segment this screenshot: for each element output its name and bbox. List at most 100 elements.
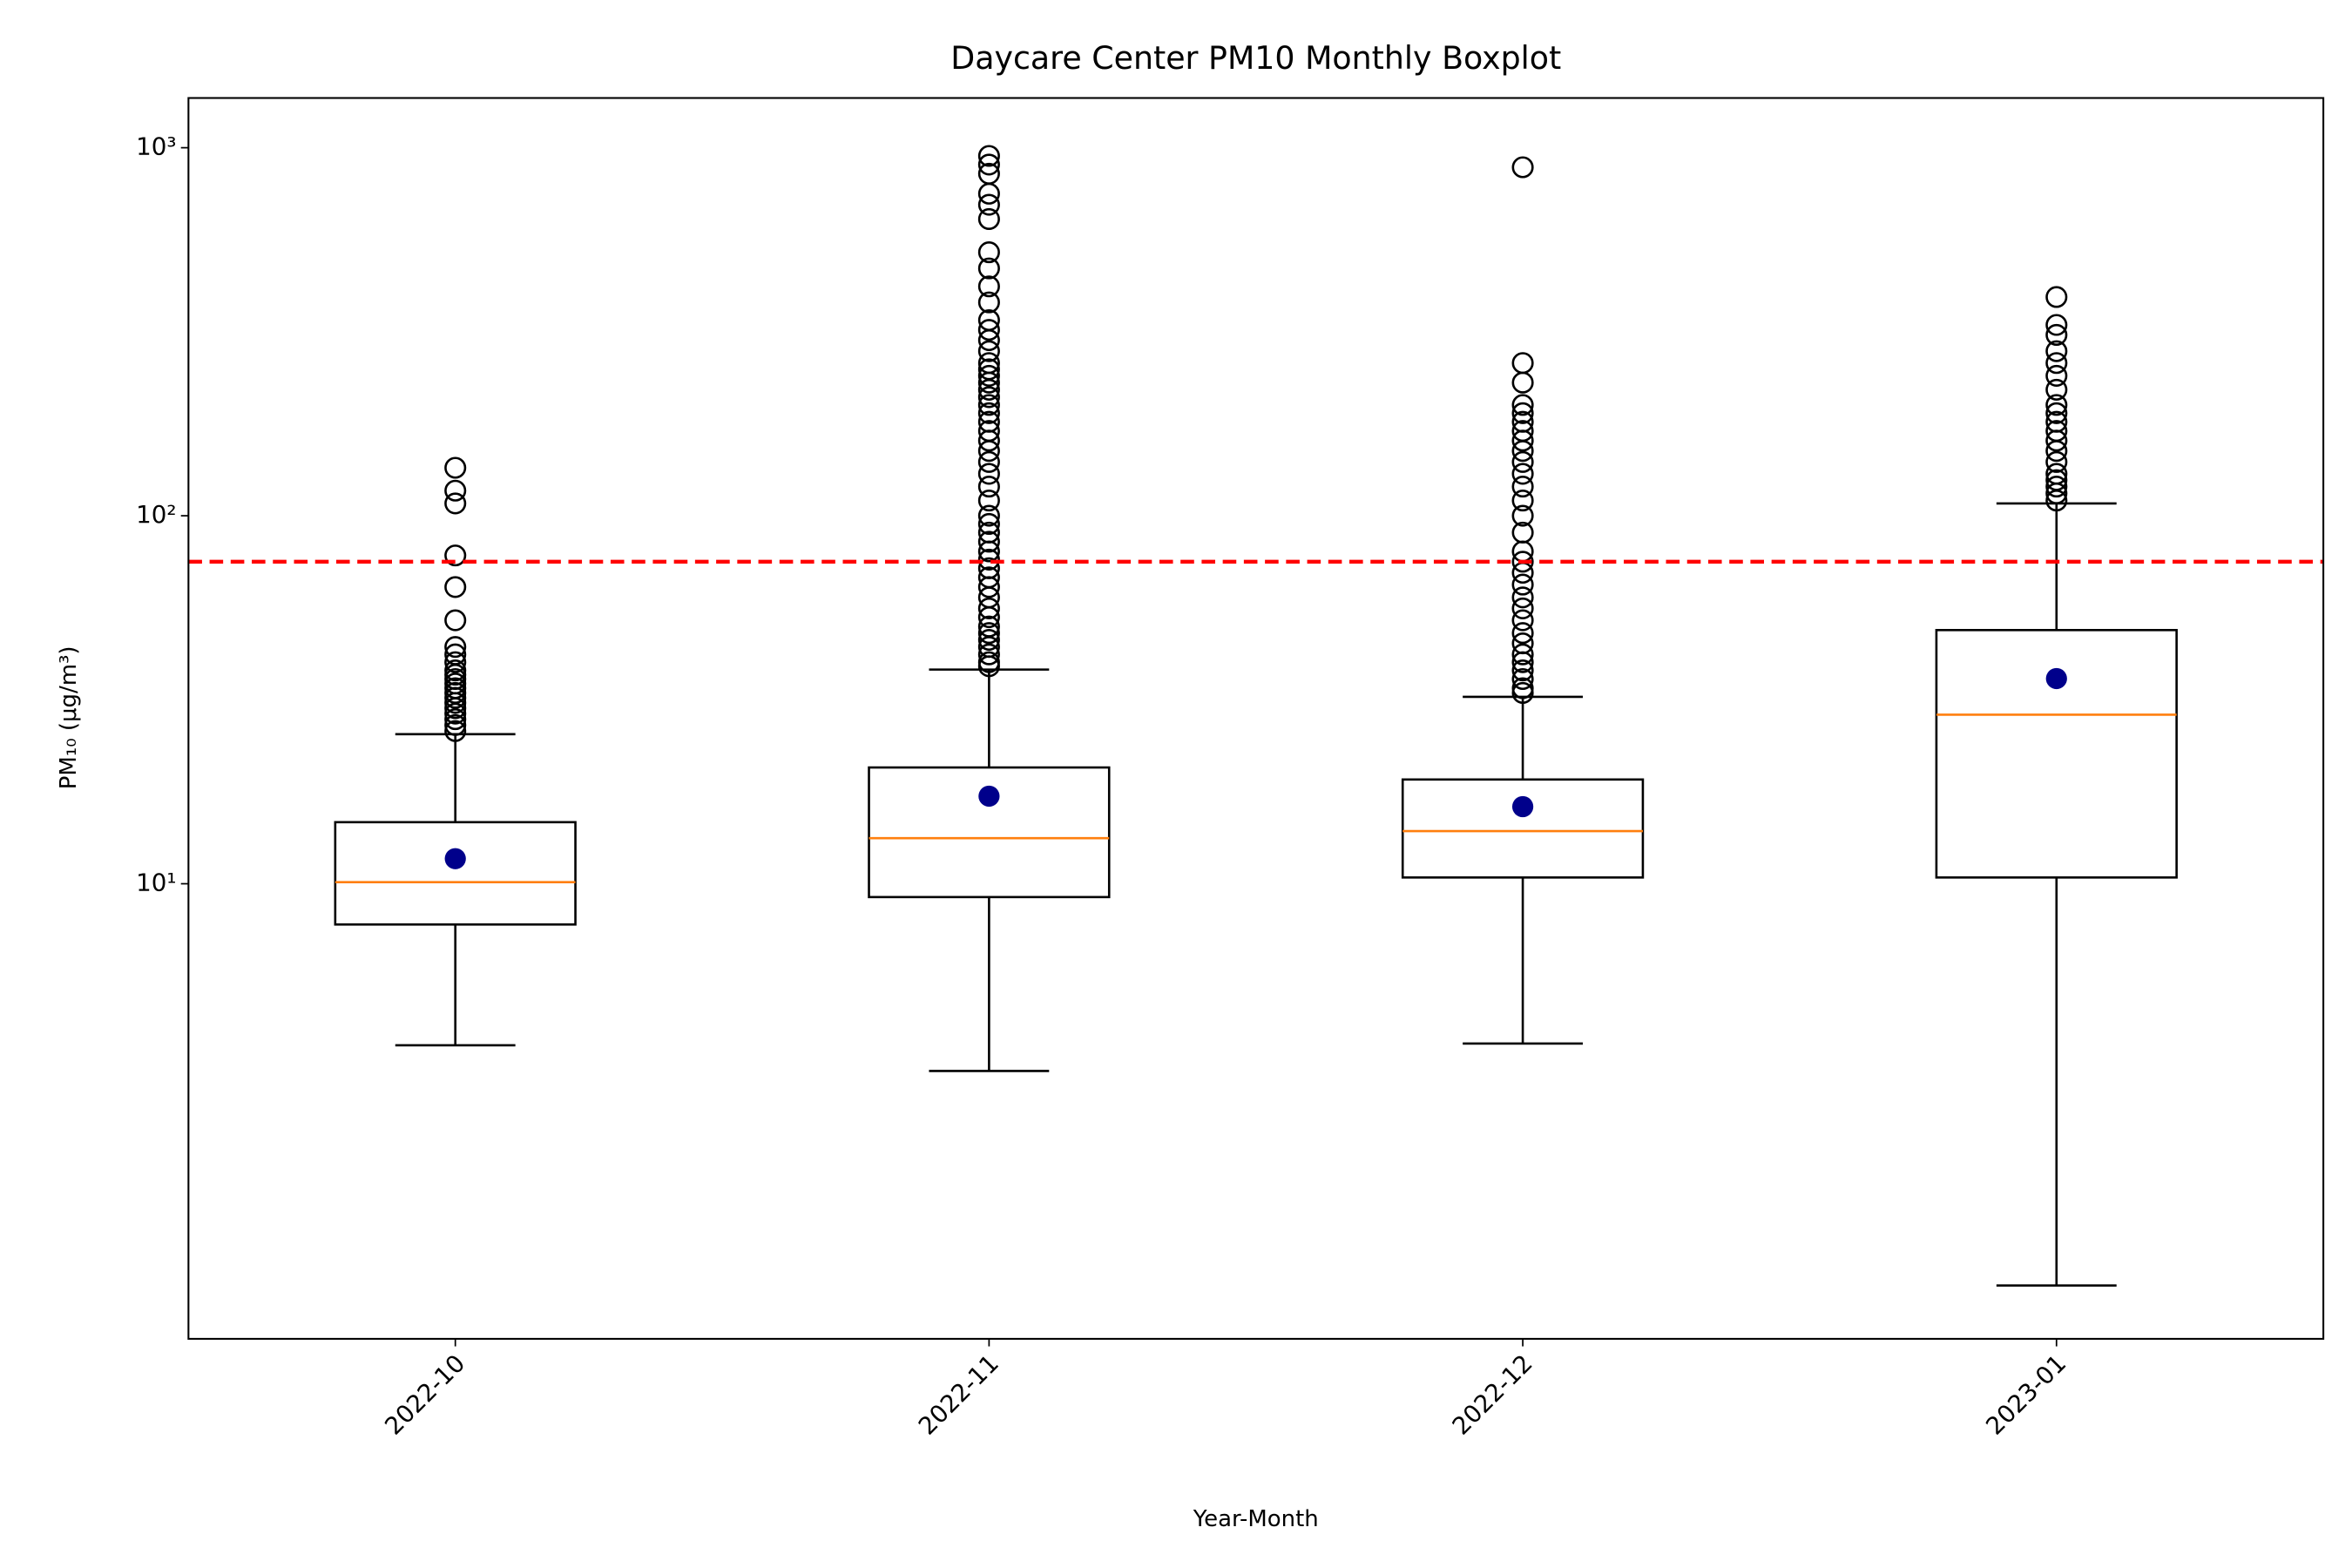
outlier bbox=[2045, 340, 2068, 362]
outlier bbox=[1511, 352, 1534, 375]
outlier bbox=[1511, 402, 1534, 424]
outlier bbox=[977, 257, 1000, 280]
outlier bbox=[977, 476, 1000, 498]
outlier bbox=[444, 659, 467, 682]
outlier bbox=[977, 358, 1000, 381]
outlier bbox=[977, 651, 1000, 673]
outlier bbox=[1511, 504, 1534, 527]
outlier bbox=[444, 708, 467, 731]
outlier bbox=[977, 352, 1000, 375]
outlier bbox=[1511, 156, 1534, 179]
y-tick-label: 10² bbox=[136, 500, 176, 529]
outlier bbox=[2045, 450, 2068, 473]
outlier bbox=[2045, 364, 2068, 387]
outlier bbox=[977, 420, 1000, 443]
outlier bbox=[1511, 573, 1534, 596]
mean-marker bbox=[978, 785, 1000, 808]
chart-title: Daycare Center PM10 Monthly Boxplot bbox=[950, 39, 1561, 77]
outlier bbox=[977, 521, 1000, 544]
outlier bbox=[977, 386, 1000, 409]
outlier bbox=[444, 713, 467, 736]
outlier bbox=[444, 479, 467, 502]
outlier bbox=[1511, 659, 1534, 682]
outlier bbox=[2045, 394, 2068, 416]
outlier bbox=[977, 394, 1000, 416]
outlier bbox=[2045, 402, 2068, 424]
outlier bbox=[444, 636, 467, 659]
outlier bbox=[977, 566, 1000, 589]
outlier bbox=[444, 643, 467, 666]
x-axis-label: Year-Month bbox=[1193, 1506, 1319, 1532]
outlier bbox=[977, 364, 1000, 387]
outlier bbox=[977, 308, 1000, 332]
outlier bbox=[977, 162, 1000, 185]
outlier bbox=[1511, 586, 1534, 609]
outlier bbox=[977, 557, 1000, 579]
outlier bbox=[977, 402, 1000, 424]
outlier bbox=[1511, 551, 1534, 573]
outlier bbox=[977, 463, 1000, 485]
outlier bbox=[444, 456, 467, 479]
outlier bbox=[2045, 420, 2068, 443]
outlier bbox=[977, 207, 1000, 231]
outlier bbox=[1511, 420, 1534, 443]
outlier bbox=[977, 145, 1000, 167]
outlier bbox=[2045, 323, 2068, 347]
x-tick-label: 2022-12 bbox=[1446, 1348, 1538, 1440]
outlier bbox=[444, 492, 467, 515]
outlier bbox=[1511, 597, 1534, 619]
outlier bbox=[977, 153, 1000, 176]
outlier bbox=[977, 193, 1000, 216]
plot-frame bbox=[187, 97, 2325, 1340]
x-tick-label: 2022-10 bbox=[379, 1348, 470, 1440]
outlier bbox=[444, 651, 467, 673]
box bbox=[1935, 629, 2178, 879]
outlier bbox=[977, 548, 1000, 571]
outlier bbox=[977, 340, 1000, 362]
outlier bbox=[977, 504, 1000, 527]
mean-marker bbox=[1511, 795, 1534, 818]
outlier bbox=[1511, 450, 1534, 473]
outlier bbox=[977, 291, 1000, 314]
box bbox=[868, 766, 1111, 899]
outlier bbox=[1511, 371, 1534, 394]
outlier bbox=[1511, 410, 1534, 433]
y-axis-label: PM₁₀ (μg/m³) bbox=[56, 645, 82, 789]
outlier bbox=[1511, 632, 1534, 655]
outlier bbox=[977, 622, 1000, 645]
outlier bbox=[2045, 463, 2068, 485]
outlier bbox=[977, 531, 1000, 553]
outlier bbox=[977, 628, 1000, 652]
y-tick-label: 10¹ bbox=[136, 868, 176, 897]
mean-marker bbox=[2045, 667, 2067, 690]
x-tick-label: 2023-01 bbox=[1980, 1348, 2072, 1440]
outlier bbox=[2045, 410, 2068, 433]
outlier bbox=[977, 450, 1000, 473]
outlier bbox=[1511, 561, 1534, 585]
outlier bbox=[977, 615, 1000, 638]
box bbox=[1401, 778, 1645, 879]
outlier bbox=[2045, 286, 2068, 308]
outlier bbox=[977, 490, 1000, 512]
outlier bbox=[1511, 394, 1534, 416]
x-tick-label: 2022-11 bbox=[913, 1348, 1004, 1440]
outlier bbox=[977, 512, 1000, 536]
outlier bbox=[1511, 476, 1534, 498]
outlier bbox=[444, 544, 467, 567]
outlier bbox=[2045, 476, 2068, 498]
outlier bbox=[444, 609, 467, 632]
outlier bbox=[1511, 677, 1534, 700]
outlier bbox=[1511, 490, 1534, 512]
outlier bbox=[977, 319, 1000, 341]
outlier bbox=[1511, 521, 1534, 544]
outlier bbox=[977, 643, 1000, 666]
outlier bbox=[977, 241, 1000, 264]
outlier bbox=[1511, 643, 1534, 666]
outlier bbox=[1511, 622, 1534, 645]
mean-marker bbox=[444, 848, 466, 869]
outlier bbox=[2045, 469, 2068, 491]
outlier bbox=[444, 720, 467, 742]
outlier bbox=[977, 597, 1000, 619]
